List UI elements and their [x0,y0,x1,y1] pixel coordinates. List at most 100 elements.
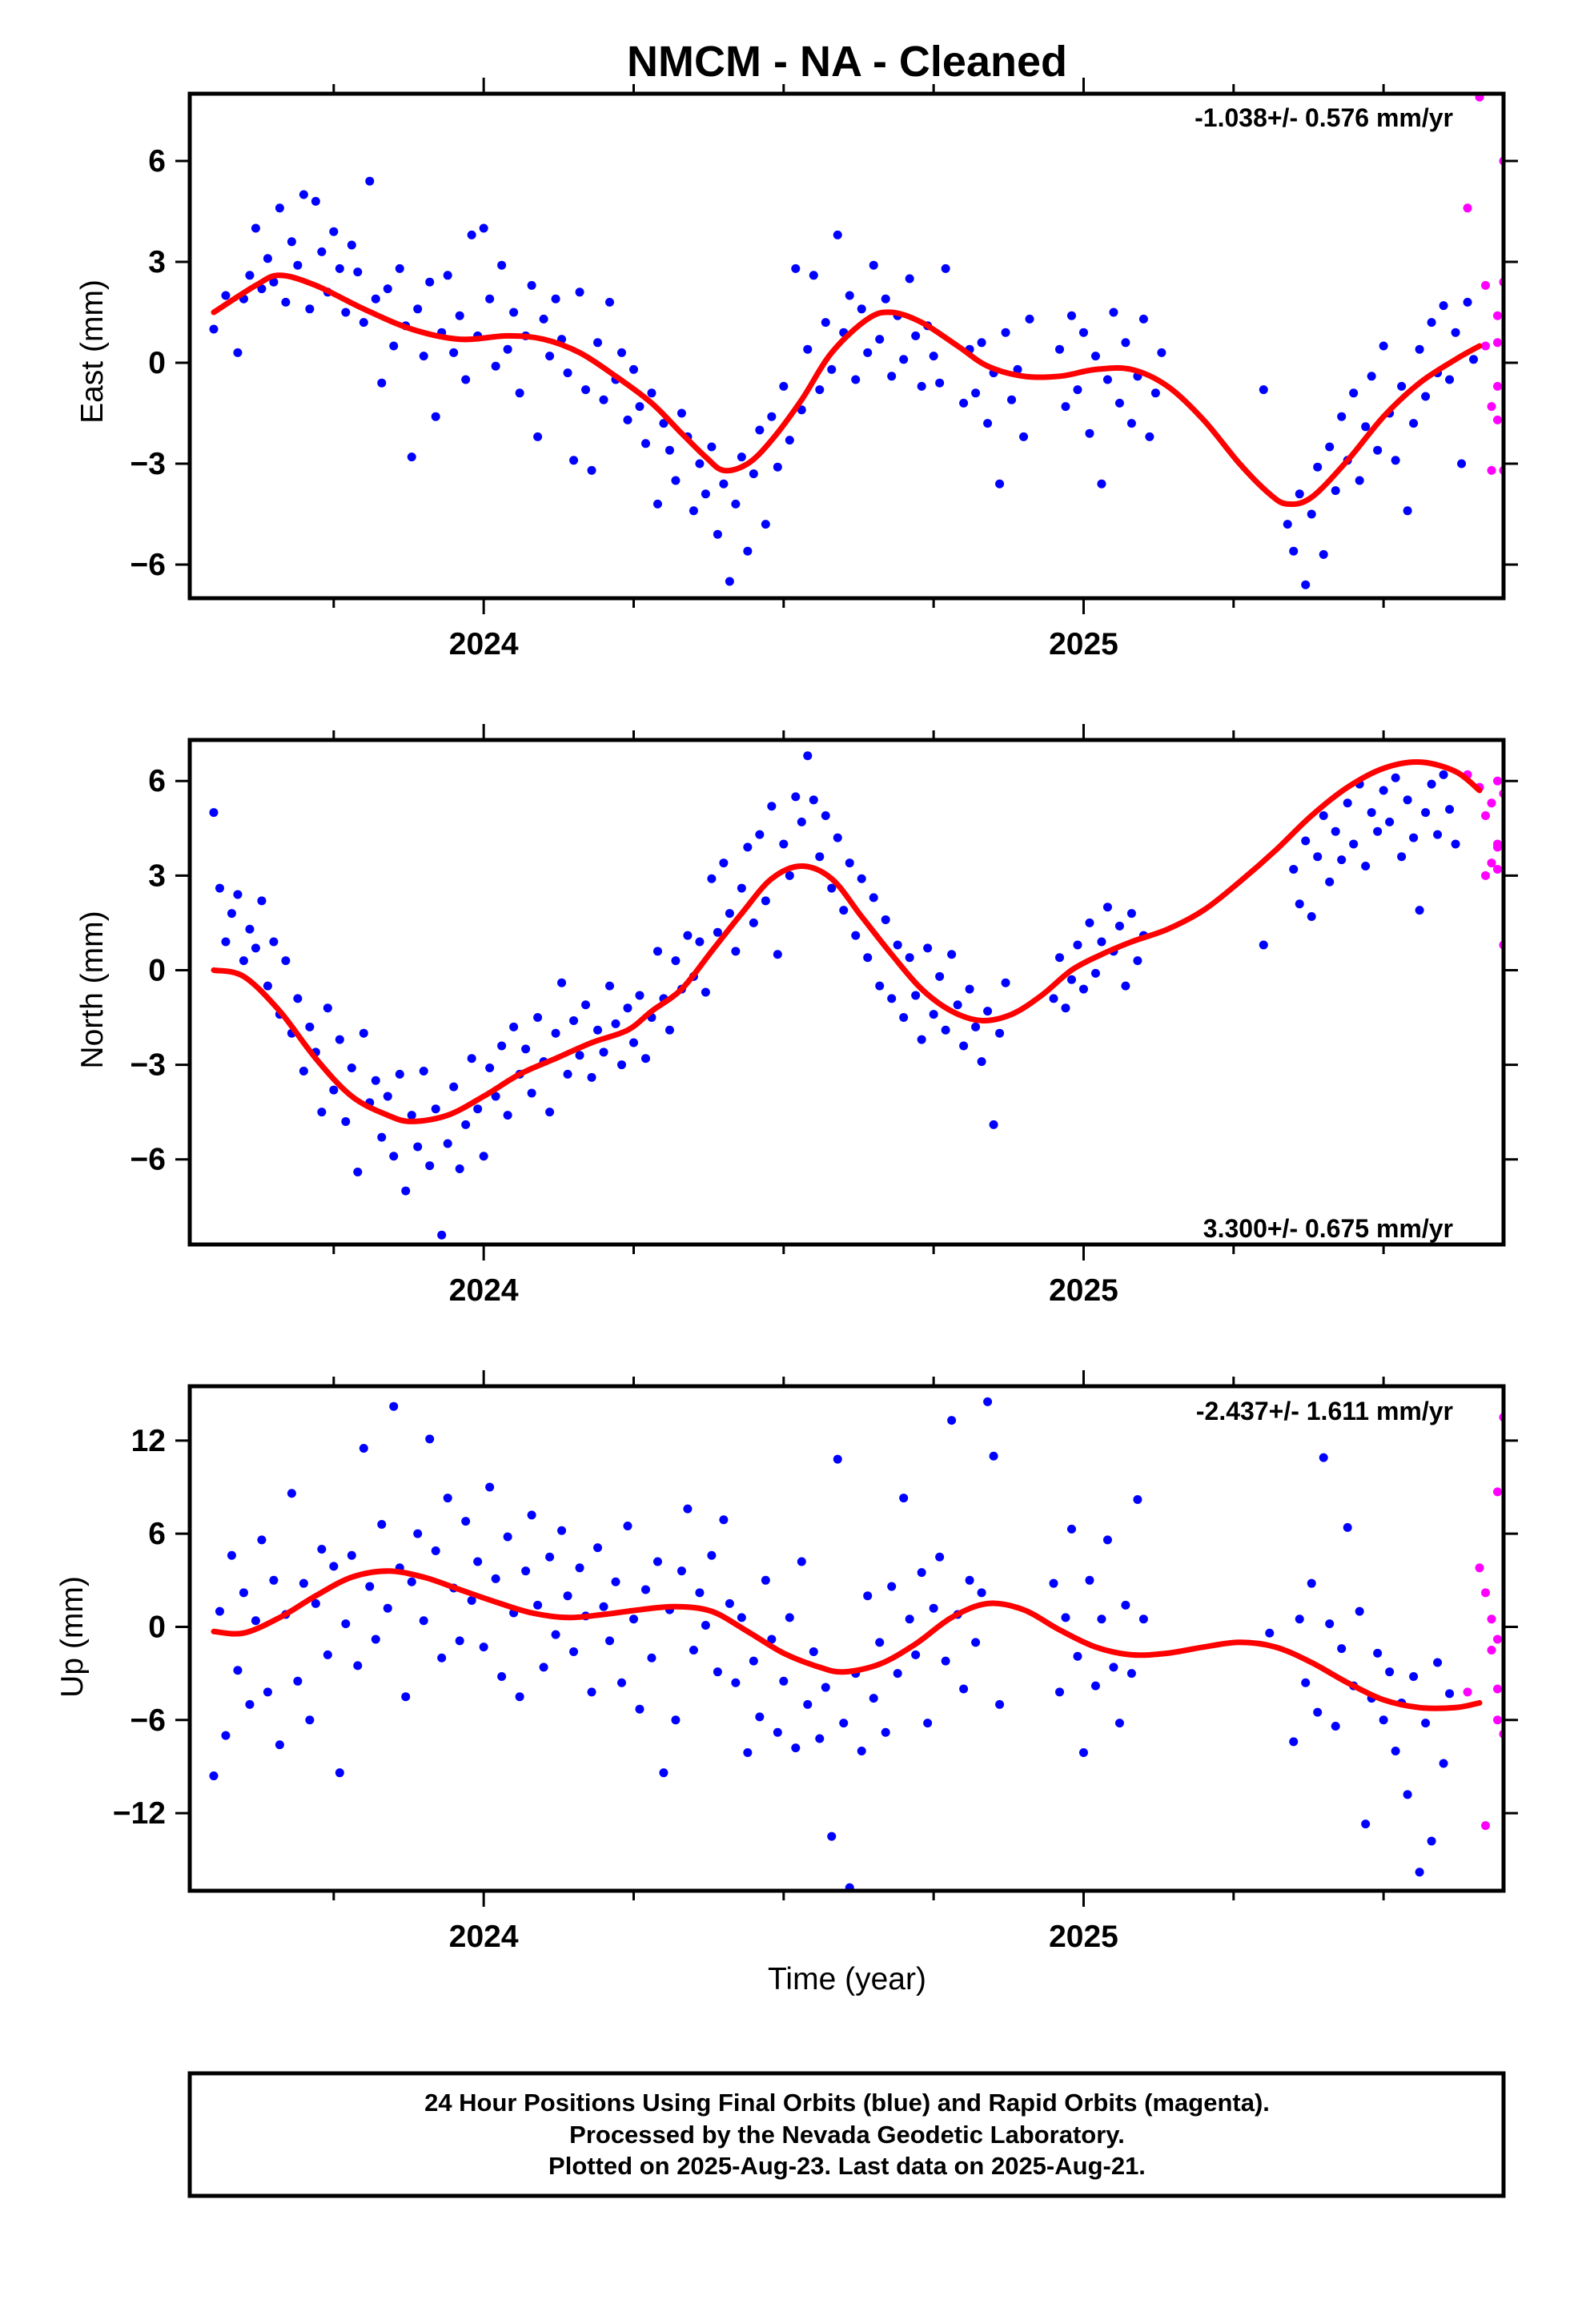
final-orbit-point [833,230,842,239]
final-orbit-point [893,1669,902,1679]
final-orbit-point [707,442,717,452]
final-orbit-point [263,254,272,263]
final-orbit-point [497,1041,507,1051]
final-orbit-point [359,1028,368,1038]
final-orbit-point [533,432,543,441]
final-orbit-point [899,1013,909,1022]
final-orbit-point [1367,372,1376,381]
final-orbit-point [359,318,368,328]
final-orbit-point [719,479,729,489]
final-orbit-point [791,263,801,273]
final-orbit-point [1157,348,1166,357]
final-orbit-point [1325,1619,1335,1629]
final-orbit-point [1109,1663,1118,1672]
final-orbit-point [623,1003,632,1013]
final-orbit-point [617,348,627,357]
final-orbit-point [521,1044,531,1054]
rapid-orbit-point [1463,1687,1472,1697]
final-orbit-point [299,1066,308,1076]
final-orbit-point [869,893,878,903]
final-orbit-point [652,947,662,956]
final-orbit-point [881,915,890,924]
final-orbit-point [1397,381,1407,391]
final-orbit-point [977,1588,986,1598]
final-orbit-point [809,271,818,280]
panel-north: North (mm) 3.300+/- 0.675 mm/yr 6 3 0 −3 −6 2… [75,724,1518,1308]
y-tick-label-east: 6 [148,144,166,179]
final-orbit-point [935,378,945,388]
final-orbit-point [323,1650,332,1659]
final-orbit-point [575,287,584,297]
final-orbit-point [1337,855,1347,865]
final-orbit-point [1343,1522,1352,1532]
final-orbit-point [635,991,644,1000]
final-orbit-point [473,1104,483,1114]
final-orbit-point [371,1076,380,1085]
final-orbit-point [869,260,878,270]
final-orbit-point [1319,1453,1328,1462]
final-orbit-point [377,1520,387,1530]
final-orbit-point [1121,338,1130,348]
final-orbit-point [395,1069,404,1079]
final-orbit-point [1102,375,1112,384]
final-orbit-point [1361,422,1371,432]
final-orbit-point [1439,301,1448,311]
points-north [209,751,1504,1240]
final-orbit-point [1085,918,1094,927]
final-orbit-point [1427,1836,1436,1846]
final-orbit-point [563,1069,572,1079]
footer-frame [187,2071,1506,2198]
final-orbit-point [503,1532,512,1542]
final-orbit-point [875,335,885,344]
final-orbit-point [575,1563,584,1573]
final-orbit-point [839,1719,849,1728]
final-orbit-point [1445,1689,1455,1699]
final-orbit-point [341,308,351,317]
final-orbit-point [215,883,224,893]
rapid-orbit-point [1481,1588,1491,1598]
final-orbit-point [1126,909,1136,919]
final-orbit-point [1403,1790,1412,1799]
final-orbit-point [839,906,849,915]
final-orbit-point [1343,798,1352,808]
final-orbit-point [467,230,476,239]
rapid-orbit-point [1493,1634,1503,1644]
final-orbit-point [779,839,789,849]
final-orbit-point [305,1022,315,1031]
final-orbit-point [275,1740,284,1750]
final-orbit-point [1013,364,1022,374]
final-orbit-point [899,1494,909,1503]
final-orbit-point [1379,1715,1388,1725]
final-orbit-point [1073,940,1082,950]
final-orbit-point [371,1634,380,1644]
final-orbit-point [737,1613,746,1622]
final-orbit-point [731,499,741,509]
final-orbit-point [791,1743,801,1753]
final-orbit-point [851,931,861,940]
final-orbit-point [677,408,686,418]
final-orbit-point [317,1108,327,1117]
final-orbit-point [989,1120,998,1129]
final-orbit-point [1055,1687,1065,1697]
final-orbit-point [965,1575,974,1585]
final-orbit-point [995,1699,1005,1709]
final-orbit-point [1391,1747,1400,1756]
final-orbit-point [1109,308,1118,317]
y-tick-label-east: 0 [148,346,166,380]
final-orbit-point [1114,921,1124,931]
final-orbit-point [833,1454,842,1464]
final-orbit-point [671,956,681,966]
final-orbit-point [491,361,500,371]
final-orbit-point [1331,1722,1340,1731]
final-orbit-point [1289,864,1299,874]
final-orbit-point [803,751,813,761]
final-orbit-point [995,479,1005,489]
final-orbit-point [1114,398,1124,408]
final-orbit-point [1451,839,1460,849]
final-orbit-point [569,1647,579,1656]
final-orbit-point [1439,1759,1448,1768]
final-orbit-point [449,1082,459,1092]
final-orbit-point [353,1661,363,1671]
y-tick-label-up: 12 [131,1424,166,1458]
final-orbit-point [293,994,303,1003]
